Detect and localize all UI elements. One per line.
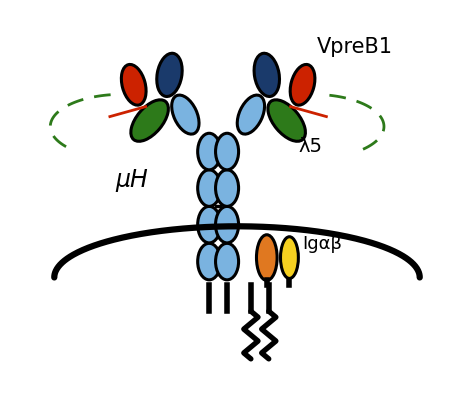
Ellipse shape <box>216 170 238 206</box>
Ellipse shape <box>256 235 277 280</box>
Ellipse shape <box>198 170 221 206</box>
Ellipse shape <box>268 100 305 141</box>
Ellipse shape <box>198 133 221 170</box>
Ellipse shape <box>216 243 238 280</box>
Text: λ5: λ5 <box>299 137 323 156</box>
Ellipse shape <box>216 133 238 170</box>
Ellipse shape <box>198 206 221 243</box>
Ellipse shape <box>281 237 298 278</box>
Ellipse shape <box>198 243 221 280</box>
Ellipse shape <box>290 64 315 105</box>
Ellipse shape <box>131 100 168 141</box>
Ellipse shape <box>121 64 146 105</box>
Ellipse shape <box>216 206 238 243</box>
Ellipse shape <box>237 95 264 134</box>
Text: Igαβ: Igαβ <box>302 235 342 253</box>
Ellipse shape <box>254 53 280 96</box>
Text: VpreB1: VpreB1 <box>317 37 392 57</box>
Ellipse shape <box>172 95 199 134</box>
Ellipse shape <box>157 53 182 96</box>
Text: μH: μH <box>115 168 148 192</box>
